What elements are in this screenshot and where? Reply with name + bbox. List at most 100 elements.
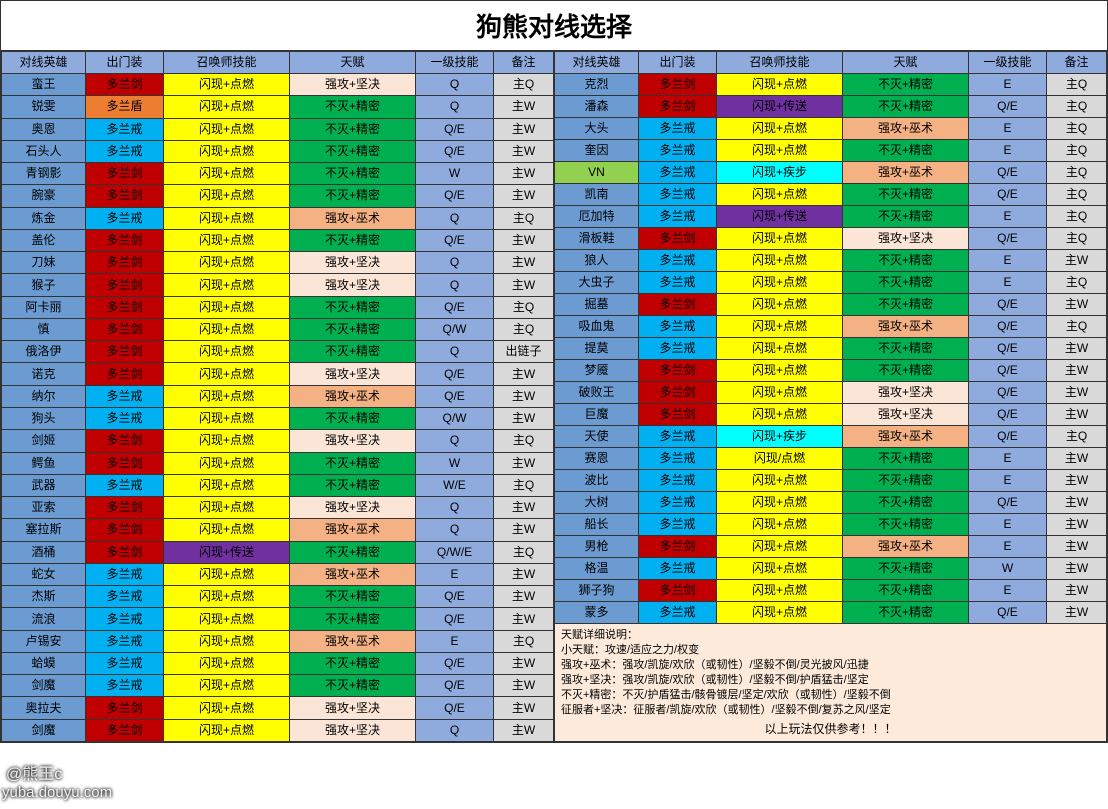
rune-cell: 强攻+巫术 — [289, 385, 415, 407]
hero-cell: 石头人 — [2, 140, 86, 162]
summoner-cell: 闪现+点燃 — [163, 697, 289, 719]
rune-cell: 不灭+精密 — [289, 96, 415, 118]
summoner-cell: 闪现+疾步 — [716, 426, 842, 448]
hero-cell: 奥拉夫 — [2, 697, 86, 719]
note-cell: 主W — [1046, 294, 1106, 316]
summoner-cell: 闪现+传送 — [716, 206, 842, 228]
rune-cell: 不灭+精密 — [842, 448, 968, 470]
hero-cell: 剑魔 — [2, 675, 86, 697]
summoner-cell: 闪现+点燃 — [163, 675, 289, 697]
item-cell: 多兰剑 — [85, 497, 163, 519]
note-cell: 主Q — [1046, 184, 1106, 206]
hero-cell: 蒙多 — [555, 602, 639, 624]
hero-cell: 卢锡安 — [2, 630, 86, 652]
col-header: 对线英雄 — [2, 52, 86, 74]
item-cell: 多兰剑 — [638, 228, 716, 250]
hero-cell: 克烈 — [555, 74, 639, 96]
hero-cell: 吸血鬼 — [555, 316, 639, 338]
rune-cell: 不灭+精密 — [289, 118, 415, 140]
item-cell: 多兰戒 — [638, 206, 716, 228]
col-header: 召唤师技能 — [716, 52, 842, 74]
note-cell: 主W — [493, 652, 553, 674]
summoner-cell: 闪现+点燃 — [163, 586, 289, 608]
hero-cell: 狼人 — [555, 250, 639, 272]
rune-cell: 不灭+精密 — [842, 514, 968, 536]
note-cell: 主W — [493, 252, 553, 274]
skill-cell: Q/E — [415, 296, 493, 318]
hero-cell: 蛮王 — [2, 74, 86, 96]
skill-cell: E — [968, 514, 1046, 536]
notes-line: 小天赋：攻速/适应之力/权变 — [561, 643, 1100, 658]
note-cell: 主Q — [493, 630, 553, 652]
skill-cell: Q — [415, 497, 493, 519]
hero-cell: 流浪 — [2, 608, 86, 630]
table-row: 杰斯多兰戒闪现+点燃不灭+精密Q/E主W — [2, 586, 554, 608]
skill-cell: Q/E — [415, 608, 493, 630]
table-row: 格温多兰戒闪现+点燃不灭+精密W主W — [555, 558, 1107, 580]
note-cell: 主W — [1046, 382, 1106, 404]
rune-cell: 强攻+巫术 — [842, 118, 968, 140]
skill-cell: E — [415, 563, 493, 585]
table-row: 巨魔多兰剑闪现+点燃强攻+坚决Q/E主W — [555, 404, 1107, 426]
item-cell: 多兰戒 — [85, 407, 163, 429]
rune-cell: 不灭+精密 — [289, 296, 415, 318]
rune-cell: 不灭+精密 — [289, 608, 415, 630]
rune-cell: 不灭+精密 — [842, 580, 968, 602]
rune-cell: 强攻+巫术 — [289, 519, 415, 541]
table-row: 潘森多兰剑闪现+传送不灭+精密Q/E主Q — [555, 96, 1107, 118]
item-cell: 多兰戒 — [638, 514, 716, 536]
summoner-cell: 闪现+点燃 — [163, 207, 289, 229]
hero-cell: 狗头 — [2, 407, 86, 429]
hero-cell: 男枪 — [555, 536, 639, 558]
table-row: 梦魇多兰剑闪现+点燃不灭+精密Q/E主W — [555, 360, 1107, 382]
note-cell: 主Q — [1046, 316, 1106, 338]
note-cell: 主W — [493, 140, 553, 162]
table-row: 剑魔多兰剑闪现+点燃强攻+坚决Q主W — [2, 719, 554, 741]
skill-cell: Q — [415, 719, 493, 741]
rune-cell: 强攻+巫术 — [289, 207, 415, 229]
summoner-cell: 闪现+点燃 — [163, 652, 289, 674]
summoner-cell: 闪现+点燃 — [716, 382, 842, 404]
item-cell: 多兰剑 — [85, 74, 163, 96]
hero-cell: 猴子 — [2, 274, 86, 296]
rune-cell: 强攻+巫术 — [289, 630, 415, 652]
rune-cell: 强攻+坚决 — [289, 252, 415, 274]
item-cell: 多兰剑 — [638, 96, 716, 118]
page-title: 狗熊对线选择 — [0, 0, 1108, 50]
hero-cell: 船长 — [555, 514, 639, 536]
skill-cell: Q/E — [968, 338, 1046, 360]
rune-cell: 不灭+精密 — [289, 140, 415, 162]
hero-cell: 凯南 — [555, 184, 639, 206]
table-row: 蒙多多兰戒闪现+点燃不灭+精密Q/E主W — [555, 602, 1107, 624]
item-cell: 多兰剑 — [85, 719, 163, 741]
note-cell: 主W — [493, 719, 553, 741]
item-cell: 多兰戒 — [638, 558, 716, 580]
skill-cell: Q — [415, 96, 493, 118]
item-cell: 多兰剑 — [638, 74, 716, 96]
item-cell: 多兰剑 — [85, 229, 163, 251]
skill-cell: Q/E — [415, 363, 493, 385]
skill-cell: Q/E — [415, 118, 493, 140]
note-cell: 主Q — [493, 430, 553, 452]
hero-cell: 狮子狗 — [555, 580, 639, 602]
table-row: 大头多兰戒闪现+点燃强攻+巫术E主Q — [555, 118, 1107, 140]
skill-cell: E — [968, 250, 1046, 272]
summoner-cell: 闪现+点燃 — [716, 558, 842, 580]
item-cell: 多兰戒 — [638, 492, 716, 514]
summoner-cell: 闪现+点燃 — [163, 497, 289, 519]
summoner-cell: 闪现+点燃 — [716, 470, 842, 492]
note-cell: 主W — [1046, 558, 1106, 580]
item-cell: 多兰剑 — [638, 536, 716, 558]
item-cell: 多兰戒 — [85, 652, 163, 674]
summoner-cell: 闪现+点燃 — [716, 74, 842, 96]
rune-cell: 强攻+巫术 — [842, 162, 968, 184]
summoner-cell: 闪现+点燃 — [163, 608, 289, 630]
summoner-cell: 闪现+点燃 — [163, 296, 289, 318]
hero-cell: 亚索 — [2, 497, 86, 519]
rune-cell: 强攻+坚决 — [289, 363, 415, 385]
item-cell: 多兰剑 — [85, 185, 163, 207]
skill-cell: E — [968, 470, 1046, 492]
hero-cell: 塞拉斯 — [2, 519, 86, 541]
summoner-cell: 闪现+点燃 — [716, 316, 842, 338]
table-row: 滑板鞋多兰剑闪现+点燃强攻+坚决Q/E主Q — [555, 228, 1107, 250]
